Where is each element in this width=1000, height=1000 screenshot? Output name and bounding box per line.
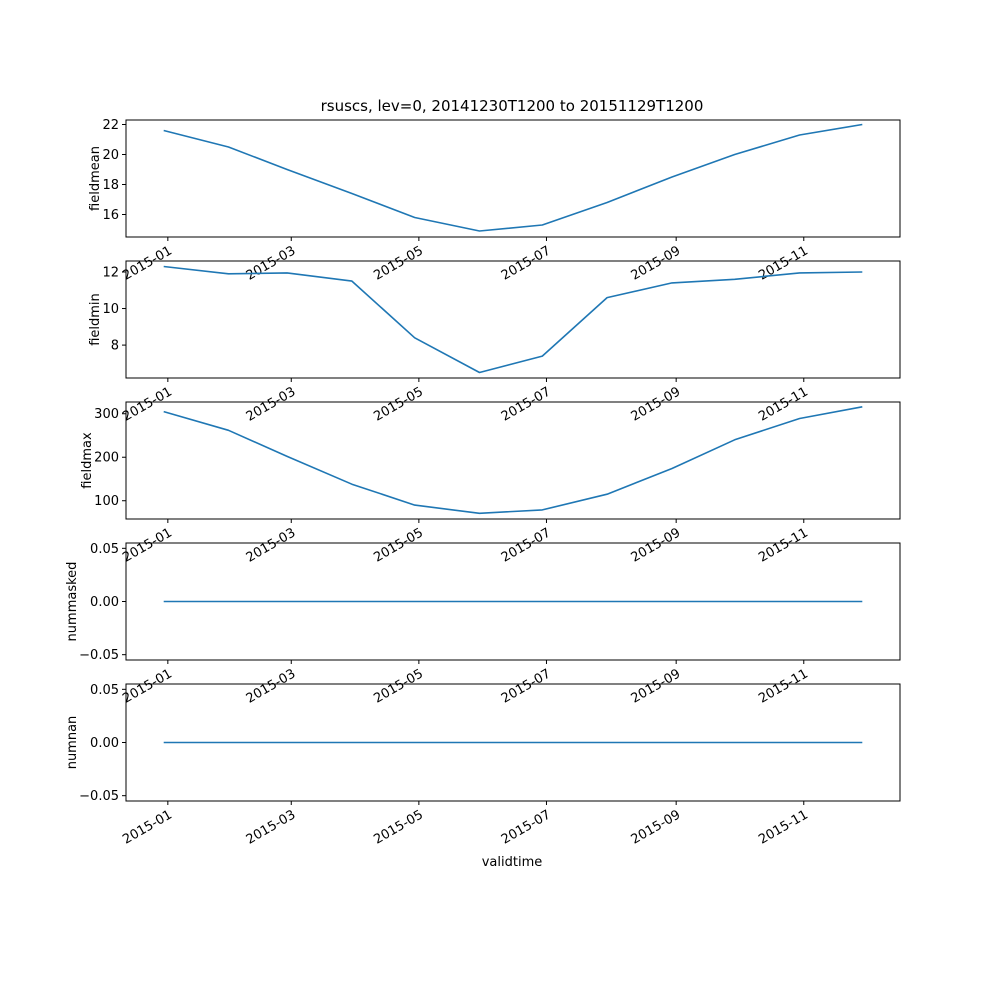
panel-frame [125, 260, 901, 379]
chart-title: rsuscs, lev=0, 20141230T1200 to 20151129… [321, 97, 704, 115]
y-tick-label: 0.00 [90, 595, 119, 610]
y-tick-label: 200 [94, 451, 119, 466]
x-tick-label: 2015-07 [499, 666, 554, 706]
x-tick-label: 2015-11 [756, 666, 811, 706]
y-tick-label: −0.05 [79, 648, 119, 663]
x-tick-label: 2015-09 [629, 807, 684, 847]
x-tick-label: 2015-11 [756, 807, 811, 847]
x-tick-label: 2015-01 [120, 525, 175, 565]
y-tick-label: 100 [94, 494, 119, 509]
y-tick-label: 300 [94, 407, 119, 422]
x-tick-label: 2015-03 [244, 384, 299, 424]
x-tick-label: 2015-03 [244, 666, 299, 706]
panel-fieldmax: 100 200 300 fieldmax 2015-01 2015-03 2015-05 20… [80, 401, 901, 566]
panel-fieldmin: 8 10 12 fieldmin 2015-01 2015-03 2015-05 2015-0… [88, 260, 901, 425]
x-tick-label: 2015-05 [371, 243, 426, 283]
y-tick-label: 0.00 [90, 736, 119, 751]
x-tick-label: 2015-09 [629, 666, 684, 706]
x-tick-label: 2015-09 [629, 243, 684, 283]
x-tick-label: 2015-07 [499, 243, 554, 283]
chart-panels: 16 18 20 22 fieldmean 2015-01 2015-03 2015-05 20… [65, 118, 901, 848]
x-tick-label: 2015-07 [499, 807, 554, 847]
x-tick-label: 2015-09 [629, 525, 684, 565]
x-tick-label: 2015-01 [120, 243, 175, 283]
y-axis-label: numnan [65, 716, 80, 770]
panel-frame [125, 119, 901, 238]
panel-numnan: −0.05 0.00 0.05 numnan 2015-01 2015-03 2015-05… [65, 683, 901, 848]
series-line-fieldmin [163, 265, 863, 374]
x-tick-label: 2015-01 [120, 384, 175, 424]
x-tick-label: 2015-11 [756, 525, 811, 565]
y-tick-label: 18 [102, 178, 119, 193]
x-tick-label: 2015-05 [371, 666, 426, 706]
y-tick-label: 10 [102, 302, 119, 317]
x-tick-label: 2015-03 [244, 243, 299, 283]
y-tick-label: 22 [102, 118, 119, 133]
x-tick-label: 2015-01 [120, 807, 175, 847]
x-tick-label: 2015-05 [371, 384, 426, 424]
x-tick-label: 2015-07 [499, 525, 554, 565]
y-tick-label: 8 [111, 339, 119, 354]
y-axis-label: nummasked [65, 562, 80, 642]
y-axis-label: fieldmean [88, 146, 103, 211]
y-tick-label: 12 [102, 265, 119, 280]
x-axis-label: validtime [482, 855, 543, 870]
y-tick-label: 20 [102, 148, 119, 163]
series-line-fieldmean [163, 123, 863, 232]
x-tick-label: 2015-03 [244, 807, 299, 847]
x-tick-label: 2015-05 [371, 807, 426, 847]
x-tick-label: 2015-09 [629, 384, 684, 424]
x-tick-label: 2015-03 [244, 525, 299, 565]
y-axis-label: fieldmax [80, 432, 95, 489]
panel-fieldmean: 16 18 20 22 fieldmean 2015-01 2015-03 2015-05 20… [88, 118, 901, 284]
y-tick-label: 16 [102, 208, 119, 223]
y-tick-label: 0.05 [90, 542, 119, 557]
y-tick-label: −0.05 [79, 789, 119, 804]
x-tick-label: 2015-01 [120, 666, 175, 706]
y-axis-label: fieldmin [88, 293, 103, 346]
series-line-fieldmax [163, 406, 863, 515]
x-tick-label: 2015-11 [756, 243, 811, 283]
panel-nummasked: −0.05 0.00 0.05 nummasked 2015-01 2015-03 2015… [65, 542, 901, 707]
x-tick-label: 2015-07 [499, 384, 554, 424]
y-tick-label: 0.05 [90, 683, 119, 698]
x-tick-label: 2015-05 [371, 525, 426, 565]
panel-frame [125, 401, 901, 520]
